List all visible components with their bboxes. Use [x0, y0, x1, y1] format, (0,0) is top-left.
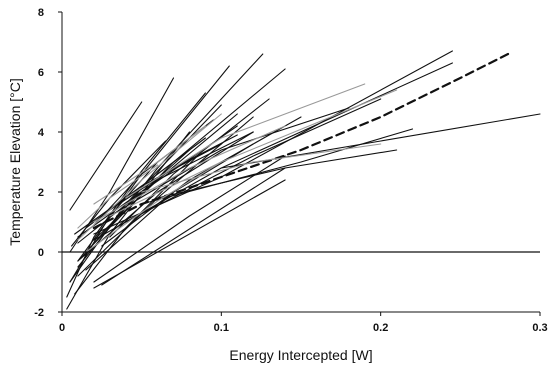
y-axis-title: Temperature Elevation [°C]	[7, 78, 23, 245]
y-tick-label: 2	[38, 187, 44, 199]
series-line-27	[109, 107, 350, 217]
series-line-36	[77, 113, 222, 241]
series-line-32	[77, 131, 254, 262]
series-line-17	[109, 98, 270, 238]
y-tick-label: 8	[38, 7, 44, 19]
series-line-21	[93, 50, 453, 235]
y-tick-label: 6	[38, 67, 44, 79]
series-line-35	[93, 125, 286, 223]
series-line-4	[77, 53, 264, 268]
series-line-23	[125, 98, 382, 223]
x-tick-label: 0.2	[373, 322, 388, 334]
x-tick-label: 0.3	[532, 322, 547, 334]
x-axis-title: Energy Intercepted [W]	[229, 347, 372, 363]
series-line-12	[101, 167, 286, 286]
x-tick-label: 0.1	[214, 322, 229, 334]
series-line-1	[69, 101, 143, 211]
series-line-22	[93, 62, 453, 241]
series-line-39	[141, 143, 382, 193]
x-tick-label: 0	[59, 322, 65, 334]
y-tick-label: 0	[38, 247, 44, 259]
y-tick-label: -2	[34, 307, 44, 319]
y-tick-label: 4	[38, 127, 45, 139]
series-line-38	[85, 161, 222, 253]
series-line-28	[101, 116, 302, 247]
series-line-25	[141, 128, 414, 205]
x-ticks: 0 0.1 0.2 0.3	[59, 312, 548, 334]
series-layer	[66, 50, 541, 310]
series-line-40	[93, 125, 206, 205]
series-line-31	[71, 140, 167, 247]
series-line-41	[125, 83, 366, 199]
series-line-42	[77, 164, 159, 229]
series-line-16	[93, 113, 238, 241]
y-ticks: -2 0 2 4 6 8	[34, 7, 62, 319]
series-line-26	[157, 149, 398, 199]
